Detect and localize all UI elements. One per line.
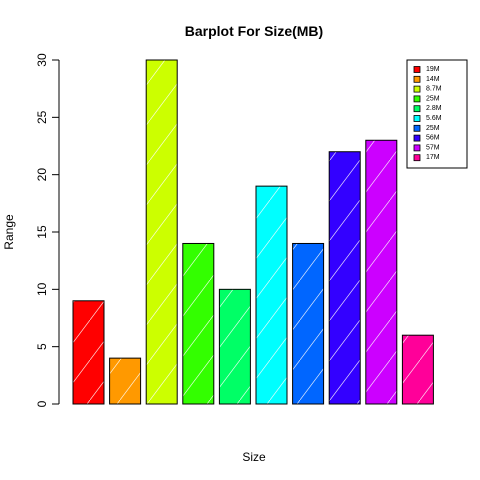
legend-swatch	[413, 154, 421, 162]
legend-swatch	[413, 95, 421, 103]
y-tick-label: 30	[35, 53, 49, 67]
legend-label: 8.7M	[426, 86, 442, 93]
x-axis-label: Size	[242, 450, 266, 464]
legend-swatch	[413, 66, 421, 73]
y-tick-label: 5	[35, 343, 49, 350]
legend-label: 2.8M	[426, 105, 442, 112]
y-tick-label: 25	[35, 110, 49, 124]
y-tick-label: 20	[35, 168, 49, 182]
legend-swatch	[413, 124, 421, 132]
legend-swatch	[413, 75, 421, 83]
y-tick-label: 15	[35, 225, 49, 239]
bar	[328, 151, 361, 405]
legend-swatch	[413, 115, 421, 122]
legend-label: 17M	[426, 154, 440, 161]
legend-label: 19M	[426, 66, 440, 73]
legend-swatch	[413, 144, 421, 152]
y-tick-label: 10	[35, 282, 49, 296]
y-tick-label: 0	[35, 400, 49, 407]
bars-group	[72, 59, 434, 405]
chart-title: Barplot For Size(MB)	[185, 23, 323, 39]
legend-label: 57M	[426, 144, 440, 151]
bar	[255, 185, 288, 405]
legend-label: 25M	[426, 95, 440, 102]
legend-swatch	[413, 85, 421, 93]
y-axis-label: Range	[2, 214, 16, 250]
legend-label: 25M	[426, 125, 440, 132]
bar	[365, 139, 398, 405]
bar	[292, 242, 325, 405]
bar	[218, 288, 251, 405]
bar	[401, 334, 434, 405]
bar	[109, 357, 142, 405]
bar	[182, 242, 215, 405]
legend-label: 5.6M	[426, 115, 442, 122]
bar	[72, 300, 105, 405]
legend-label: 56M	[426, 135, 440, 142]
y-axis: 0 5 10 15 20 25 30	[35, 53, 60, 407]
legend-label: 14M	[426, 76, 440, 83]
legend: 19M 14M 8.7M 25M 2.8M 5.6M 25M 56M 57M 17M	[406, 59, 468, 169]
legend-swatch	[413, 134, 421, 142]
legend-swatch	[413, 105, 421, 113]
bar	[145, 59, 178, 405]
